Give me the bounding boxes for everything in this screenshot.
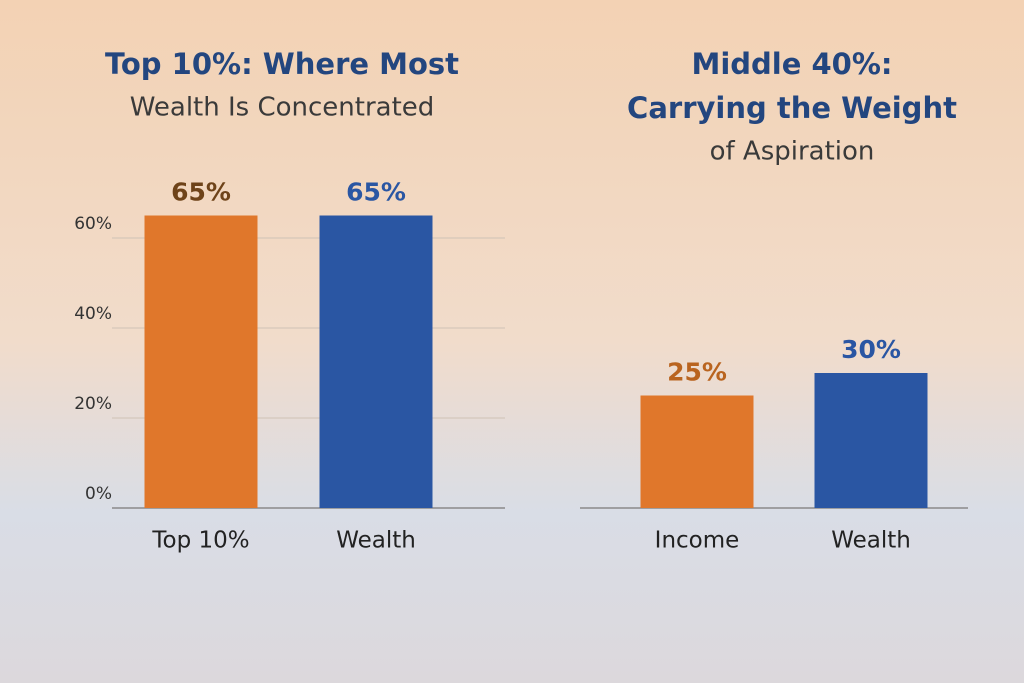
bar	[144, 215, 258, 508]
x-tick-label: Wealth	[831, 528, 911, 554]
chart-subtitle: Wealth Is Concentrated	[130, 93, 435, 123]
value-label: 25%	[667, 358, 727, 387]
chart-title: Top 10%: Where Most	[105, 47, 459, 81]
chart-title: Middle 40%:	[691, 47, 892, 81]
bar	[640, 395, 754, 508]
y-tick-label: 20%	[74, 394, 112, 414]
x-tick-label: Top 10%	[151, 528, 249, 554]
x-tick-label: Wealth	[336, 528, 416, 554]
y-tick-label: 40%	[74, 304, 112, 324]
bar	[319, 215, 433, 508]
value-label: 30%	[841, 335, 901, 364]
y-tick-label: 0%	[85, 484, 112, 504]
chart-title: Carrying the Weight	[627, 91, 957, 125]
x-tick-label: Income	[655, 528, 740, 554]
value-label: 65%	[346, 178, 406, 207]
y-tick-label: 60%	[74, 214, 112, 234]
chart-subtitle: of Aspiration	[710, 137, 875, 167]
bar	[814, 373, 928, 508]
value-label: 65%	[171, 178, 231, 207]
